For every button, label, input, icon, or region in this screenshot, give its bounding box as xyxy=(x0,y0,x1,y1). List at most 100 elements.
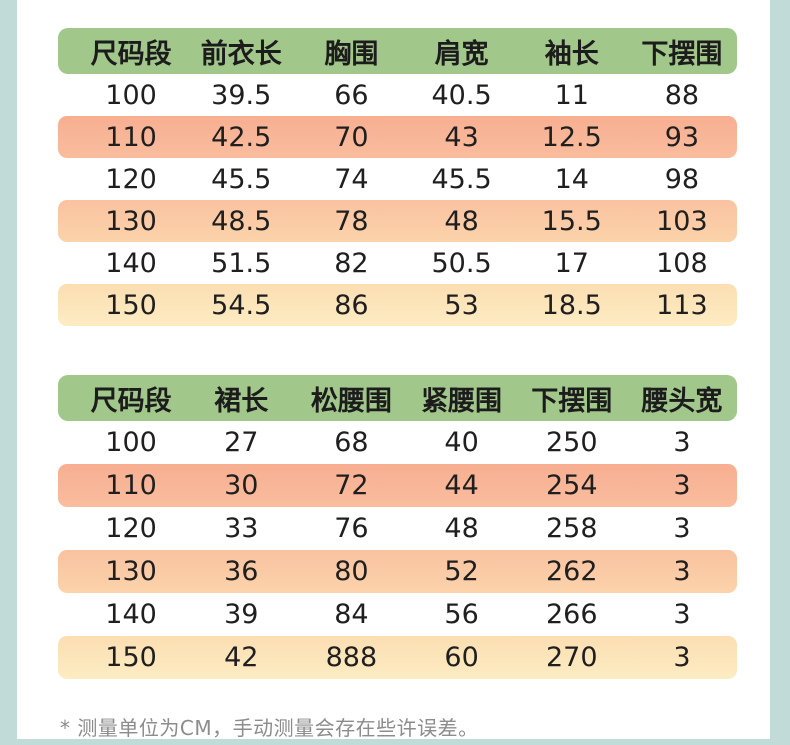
cell: 254 xyxy=(545,470,598,501)
header-cell-hem: 下摆围 xyxy=(531,385,613,417)
cell: 3 xyxy=(673,470,691,501)
table-row: 120 33 76 48 258 3 xyxy=(58,507,737,550)
cell: 51.5 xyxy=(211,247,272,279)
table-header-row: 尺码段 裙长 松腰围 紧腰围 下摆围 腰头宽 xyxy=(58,375,737,421)
cell: 108 xyxy=(656,247,708,279)
cell: 54.5 xyxy=(211,289,272,321)
cell: 80 xyxy=(334,556,369,587)
cell: 33 xyxy=(224,513,259,544)
header-cell-shoulder: 肩宽 xyxy=(434,38,489,70)
cell: 74 xyxy=(334,163,369,195)
cell: 53 xyxy=(444,289,479,321)
cell: 45.5 xyxy=(211,163,272,195)
cell: 110 xyxy=(105,470,157,501)
header-cell-sleeve: 袖长 xyxy=(544,38,599,70)
cell: 250 xyxy=(545,427,598,458)
cell: 66 xyxy=(334,79,369,111)
header-cell-chest: 胸围 xyxy=(324,38,379,70)
table-row: 100 27 68 40 250 3 xyxy=(58,421,737,464)
cell: 266 xyxy=(545,599,598,630)
cell: 258 xyxy=(545,513,598,544)
cell: 52 xyxy=(444,556,479,587)
cell: 130 xyxy=(105,556,157,587)
cell: 130 xyxy=(105,205,157,237)
cell: 888 xyxy=(325,642,378,673)
table-row: 130 36 80 52 262 3 xyxy=(58,550,737,593)
table-row: 120 45.5 74 45.5 14 98 xyxy=(58,158,737,200)
header-cell-size: 尺码段 xyxy=(90,38,172,70)
cell: 60 xyxy=(444,642,479,673)
cell: 14 xyxy=(554,163,589,195)
cell: 98 xyxy=(664,163,700,195)
header-cell-waistband-width: 腰头宽 xyxy=(641,385,723,417)
cell: 270 xyxy=(545,642,598,673)
cell: 45.5 xyxy=(431,163,492,195)
cell: 93 xyxy=(664,121,700,153)
table-row: 150 54.5 86 53 18.5 113 xyxy=(58,284,737,326)
size-chart-card: 尺码段 前衣长 胸围 肩宽 袖长 下摆围 100 39.5 66 40.5 11… xyxy=(17,0,770,740)
cell: 140 xyxy=(105,599,157,630)
cell: 120 xyxy=(105,163,157,195)
cell: 84 xyxy=(334,599,369,630)
cell: 56 xyxy=(444,599,479,630)
cell: 48.5 xyxy=(211,205,272,237)
cell: 27 xyxy=(224,427,259,458)
cell: 150 xyxy=(105,642,157,673)
header-cell-size: 尺码段 xyxy=(90,385,172,417)
header-cell-hem: 下摆围 xyxy=(641,38,723,70)
cell: 39 xyxy=(224,599,259,630)
table-row: 110 30 72 44 254 3 xyxy=(58,464,737,507)
cell: 50.5 xyxy=(431,247,492,279)
cell: 113 xyxy=(656,289,708,321)
cell: 43 xyxy=(444,121,479,153)
cell: 18.5 xyxy=(541,289,602,321)
cell: 262 xyxy=(545,556,598,587)
cell: 40.5 xyxy=(431,79,492,111)
cell: 82 xyxy=(334,247,369,279)
cell: 39.5 xyxy=(211,79,272,111)
cell: 100 xyxy=(105,427,157,458)
cell: 3 xyxy=(673,642,691,673)
header-cell-front-length: 前衣长 xyxy=(200,38,282,70)
cell: 103 xyxy=(656,205,708,237)
cell: 36 xyxy=(224,556,259,587)
cell: 140 xyxy=(105,247,157,279)
cell: 42 xyxy=(224,642,259,673)
cell: 68 xyxy=(334,427,369,458)
cell: 3 xyxy=(673,513,691,544)
header-cell-relaxed-waist: 松腰围 xyxy=(310,385,392,417)
table-row: 140 39 84 56 266 3 xyxy=(58,593,737,636)
cell: 150 xyxy=(105,289,157,321)
cell: 15.5 xyxy=(541,205,602,237)
cell: 12.5 xyxy=(541,121,602,153)
cell: 40 xyxy=(444,427,479,458)
cell: 76 xyxy=(334,513,369,544)
cell: 88 xyxy=(664,79,700,111)
table-row: 140 51.5 82 50.5 17 108 xyxy=(58,242,737,284)
table-header-row: 尺码段 前衣长 胸围 肩宽 袖长 下摆围 xyxy=(58,28,737,74)
cell: 30 xyxy=(224,470,259,501)
cell: 78 xyxy=(334,205,369,237)
cell: 3 xyxy=(673,427,691,458)
cell: 3 xyxy=(673,599,691,630)
header-cell-skirt-length: 裙长 xyxy=(214,385,269,417)
cell: 110 xyxy=(105,121,157,153)
cell: 86 xyxy=(334,289,369,321)
size-table-skirt: 尺码段 裙长 松腰围 紧腰围 下摆围 腰头宽 100 27 68 40 250 … xyxy=(58,375,737,679)
cell: 48 xyxy=(444,513,479,544)
cell: 42.5 xyxy=(211,121,272,153)
cell: 100 xyxy=(105,79,157,111)
table-row: 110 42.5 70 43 12.5 93 xyxy=(58,116,737,158)
cell: 48 xyxy=(444,205,479,237)
table-row: 150 42 888 60 270 3 xyxy=(58,636,737,679)
table-row: 100 39.5 66 40.5 11 88 xyxy=(58,74,737,116)
measurement-footnote: * 测量单位为CM，手动测量会存在些许误差。 xyxy=(60,716,479,740)
cell: 11 xyxy=(554,79,589,111)
table-row: 130 48.5 78 48 15.5 103 xyxy=(58,200,737,242)
size-table-top-garment: 尺码段 前衣长 胸围 肩宽 袖长 下摆围 100 39.5 66 40.5 11… xyxy=(58,28,737,326)
cell: 17 xyxy=(554,247,589,279)
cell: 3 xyxy=(673,556,691,587)
cell: 72 xyxy=(334,470,369,501)
header-cell-tight-waist: 紧腰围 xyxy=(421,385,503,417)
cell: 120 xyxy=(105,513,157,544)
